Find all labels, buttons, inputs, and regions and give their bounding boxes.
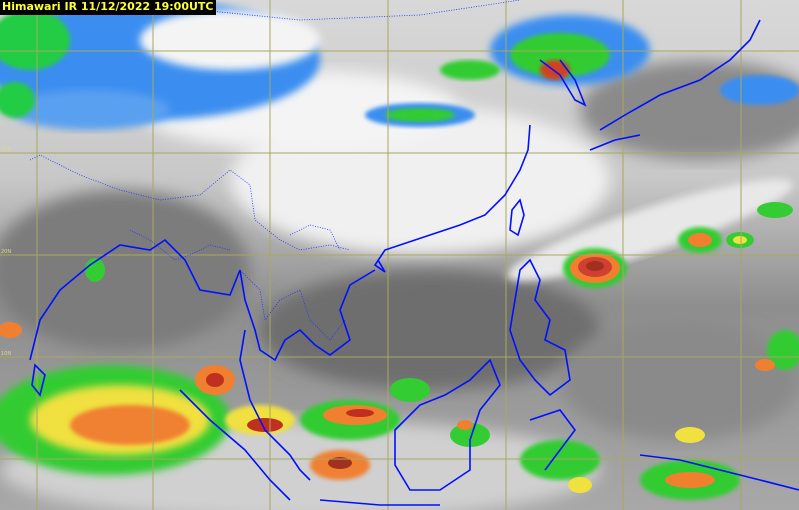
country-borders <box>29 0 521 341</box>
coast-newguinea <box>639 454 799 491</box>
grid-label-20n: 20N <box>1 249 11 255</box>
coast-malay <box>239 329 311 481</box>
coast-taiwan <box>509 198 525 237</box>
coast-china <box>373 124 531 273</box>
coastlines <box>29 19 799 506</box>
coast-indochina <box>239 269 376 362</box>
coast-philippines <box>509 258 571 397</box>
grid-label-30n: 30N <box>1 147 11 153</box>
coast-java <box>319 499 440 506</box>
coast-sumatra <box>179 389 291 501</box>
coast-borneo <box>394 358 501 491</box>
coast-srilanka <box>31 363 46 397</box>
coast-japan <box>589 19 761 151</box>
grid-label-10n: 10N <box>1 351 11 357</box>
coast-bengal <box>29 238 241 361</box>
coast-sulawesi <box>529 409 576 471</box>
image-title: Himawari IR 11/12/2022 19:00UTC <box>0 0 217 15</box>
coast-korea <box>539 59 587 107</box>
